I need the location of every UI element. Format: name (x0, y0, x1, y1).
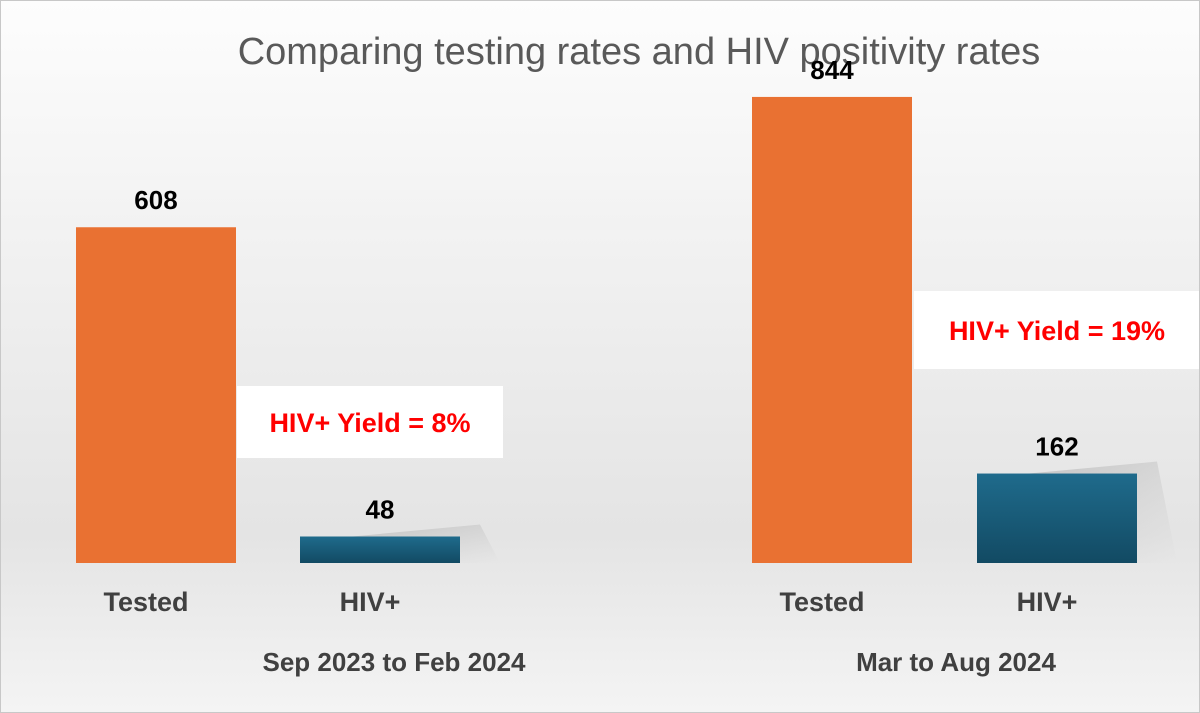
group-label: Mar to Aug 2024 (856, 647, 1056, 677)
yield-annotation: HIV+ Yield = 19% (949, 316, 1165, 346)
chart-title: Comparing testing rates and HIV positivi… (238, 31, 1041, 73)
bar-0-hiv-positive (300, 536, 460, 563)
yield-annotation-box (237, 386, 503, 458)
yield-annotation-box (914, 291, 1199, 369)
bar-1-tested (752, 96, 912, 564)
category-label: Tested (779, 587, 864, 617)
data-label: 608 (134, 185, 177, 215)
yield-annotation: HIV+ Yield = 8% (269, 408, 470, 438)
category-label: Tested (103, 587, 188, 617)
category-label: HIV+ (340, 587, 401, 617)
bar-0-tested (76, 227, 236, 563)
category-label: HIV+ (1017, 587, 1078, 617)
data-label: 844 (810, 55, 854, 85)
data-label: 162 (1035, 432, 1078, 462)
bar-1-hiv-positive (977, 473, 1137, 563)
data-label: 48 (366, 494, 395, 524)
group-label: Sep 2023 to Feb 2024 (262, 647, 526, 677)
plot-layer: 608 Tested 48 HIV+ Sep 2023 to Feb 2024 HIV+ … (76, 55, 1199, 677)
